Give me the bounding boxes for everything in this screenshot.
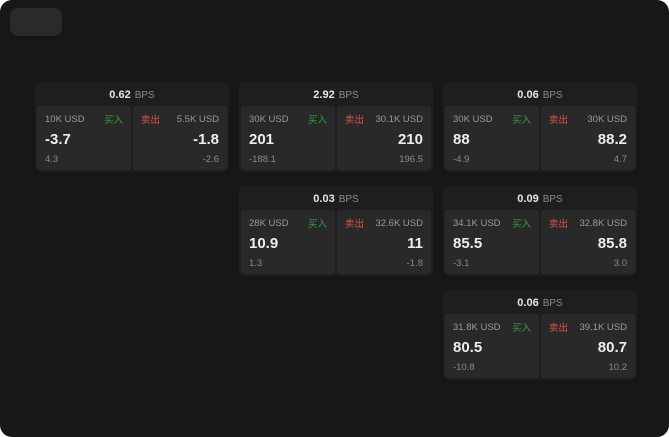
ask-size: 30K USD [587, 113, 627, 125]
ask-delta: -2.6 [202, 154, 219, 165]
bid-delta: 4.3 [45, 154, 59, 165]
bid-panel[interactable]: 30K USD 买入 201 -188.1 [241, 106, 335, 170]
ask-panel[interactable]: 卖出 32.8K USD 85.8 3.0 [541, 210, 635, 274]
sell-label: 卖出 [141, 115, 161, 126]
ask-delta: 3.0 [613, 258, 627, 269]
bid-delta: -4.9 [453, 154, 470, 165]
ask-size: 32.8K USD [579, 217, 627, 229]
bid-price: 201 [249, 130, 275, 148]
sell-label: 卖出 [345, 115, 365, 126]
quote-card: 0.06 BPS 30K USD 买入 88 -4.9 卖出 30K USD 8… [443, 82, 637, 172]
ask-size: 5.5K USD [176, 113, 219, 125]
toolbar-button[interactable] [10, 8, 62, 36]
spread-value: 0.03 [313, 193, 335, 205]
ask-price: 210 [397, 130, 423, 148]
spread-header: 0.03 BPS [241, 188, 431, 210]
buy-label: 买入 [307, 115, 327, 126]
ask-price: 80.7 [597, 338, 627, 356]
bid-panel[interactable]: 30K USD 买入 88 -4.9 [445, 106, 539, 170]
quote-card: 0.06 BPS 31.8K USD 买入 80.5 -10.8 卖出 39.1… [443, 290, 637, 380]
quote-card: 0.09 BPS 34.1K USD 买入 85.5 -3.1 卖出 32.8K… [443, 186, 637, 276]
spread-header: 0.06 BPS [445, 292, 635, 314]
bid-price: 85.5 [453, 234, 483, 252]
spread-header: 0.62 BPS [37, 84, 227, 106]
bid-size: 30K USD [249, 113, 289, 125]
bps-label: BPS [338, 193, 359, 205]
bid-price: 10.9 [249, 234, 279, 252]
ask-panel[interactable]: 卖出 32.6K USD 11 -1.8 [337, 210, 431, 274]
bid-size: 28K USD [249, 217, 289, 229]
bps-label: BPS [542, 193, 563, 205]
bid-panel[interactable]: 34.1K USD 买入 85.5 -3.1 [445, 210, 539, 274]
spread-header: 0.06 BPS [445, 84, 635, 106]
ask-delta: 4.7 [613, 154, 627, 165]
ask-delta: 196.5 [399, 154, 423, 165]
bid-size: 30K USD [453, 113, 493, 125]
spread-value: 0.06 [517, 89, 539, 101]
bps-label: BPS [338, 89, 359, 101]
bps-label: BPS [542, 89, 563, 101]
buy-label: 买入 [511, 219, 531, 230]
bid-size: 31.8K USD [453, 321, 501, 333]
bid-delta: -188.1 [249, 154, 276, 165]
bid-size: 34.1K USD [453, 217, 501, 229]
spread-value: 2.92 [313, 89, 335, 101]
bps-label: BPS [134, 89, 155, 101]
buy-label: 买入 [511, 115, 531, 126]
ask-delta: 10.2 [608, 362, 628, 373]
bid-price: 88 [453, 130, 470, 148]
sell-label: 卖出 [549, 323, 569, 334]
bid-delta: -10.8 [453, 362, 475, 373]
quote-card: 2.92 BPS 30K USD 买入 201 -188.1 卖出 30.1K … [239, 82, 433, 172]
ask-price: 88.2 [597, 130, 627, 148]
buy-label: 买入 [103, 115, 123, 126]
ask-size: 30.1K USD [375, 113, 423, 125]
ask-price: -1.8 [193, 130, 219, 148]
bid-panel[interactable]: 10K USD 买入 -3.7 4.3 [37, 106, 131, 170]
bps-label: BPS [542, 297, 563, 309]
ask-delta: -1.8 [406, 258, 423, 269]
ask-panel[interactable]: 卖出 5.5K USD -1.8 -2.6 [133, 106, 227, 170]
bid-size: 10K USD [45, 113, 85, 125]
quote-card-grid: 0.62 BPS 10K USD 买入 -3.7 4.3 卖出 5.5K USD… [35, 82, 637, 380]
spread-value: 0.09 [517, 193, 539, 205]
spread-value: 0.06 [517, 297, 539, 309]
ask-panel[interactable]: 卖出 30K USD 88.2 4.7 [541, 106, 635, 170]
ask-panel[interactable]: 卖出 39.1K USD 80.7 10.2 [541, 314, 635, 378]
sell-label: 卖出 [549, 219, 569, 230]
spread-value: 0.62 [109, 89, 131, 101]
bid-panel[interactable]: 28K USD 买入 10.9 1.3 [241, 210, 335, 274]
sell-label: 卖出 [345, 219, 365, 230]
ask-size: 32.6K USD [375, 217, 423, 229]
ask-panel[interactable]: 卖出 30.1K USD 210 196.5 [337, 106, 431, 170]
bid-delta: -3.1 [453, 258, 470, 269]
bid-price: 80.5 [453, 338, 483, 356]
ask-price: 11 [407, 234, 423, 252]
ask-price: 85.8 [597, 234, 627, 252]
sell-label: 卖出 [549, 115, 569, 126]
spread-header: 2.92 BPS [241, 84, 431, 106]
quote-card: 0.62 BPS 10K USD 买入 -3.7 4.3 卖出 5.5K USD… [35, 82, 229, 172]
buy-label: 买入 [511, 323, 531, 334]
bid-panel[interactable]: 31.8K USD 买入 80.5 -10.8 [445, 314, 539, 378]
bid-delta: 1.3 [249, 258, 263, 269]
spread-header: 0.09 BPS [445, 188, 635, 210]
quote-card: 0.03 BPS 28K USD 买入 10.9 1.3 卖出 32.6K US… [239, 186, 433, 276]
buy-label: 买入 [307, 219, 327, 230]
bid-price: -3.7 [45, 130, 71, 148]
ask-size: 39.1K USD [579, 321, 627, 333]
